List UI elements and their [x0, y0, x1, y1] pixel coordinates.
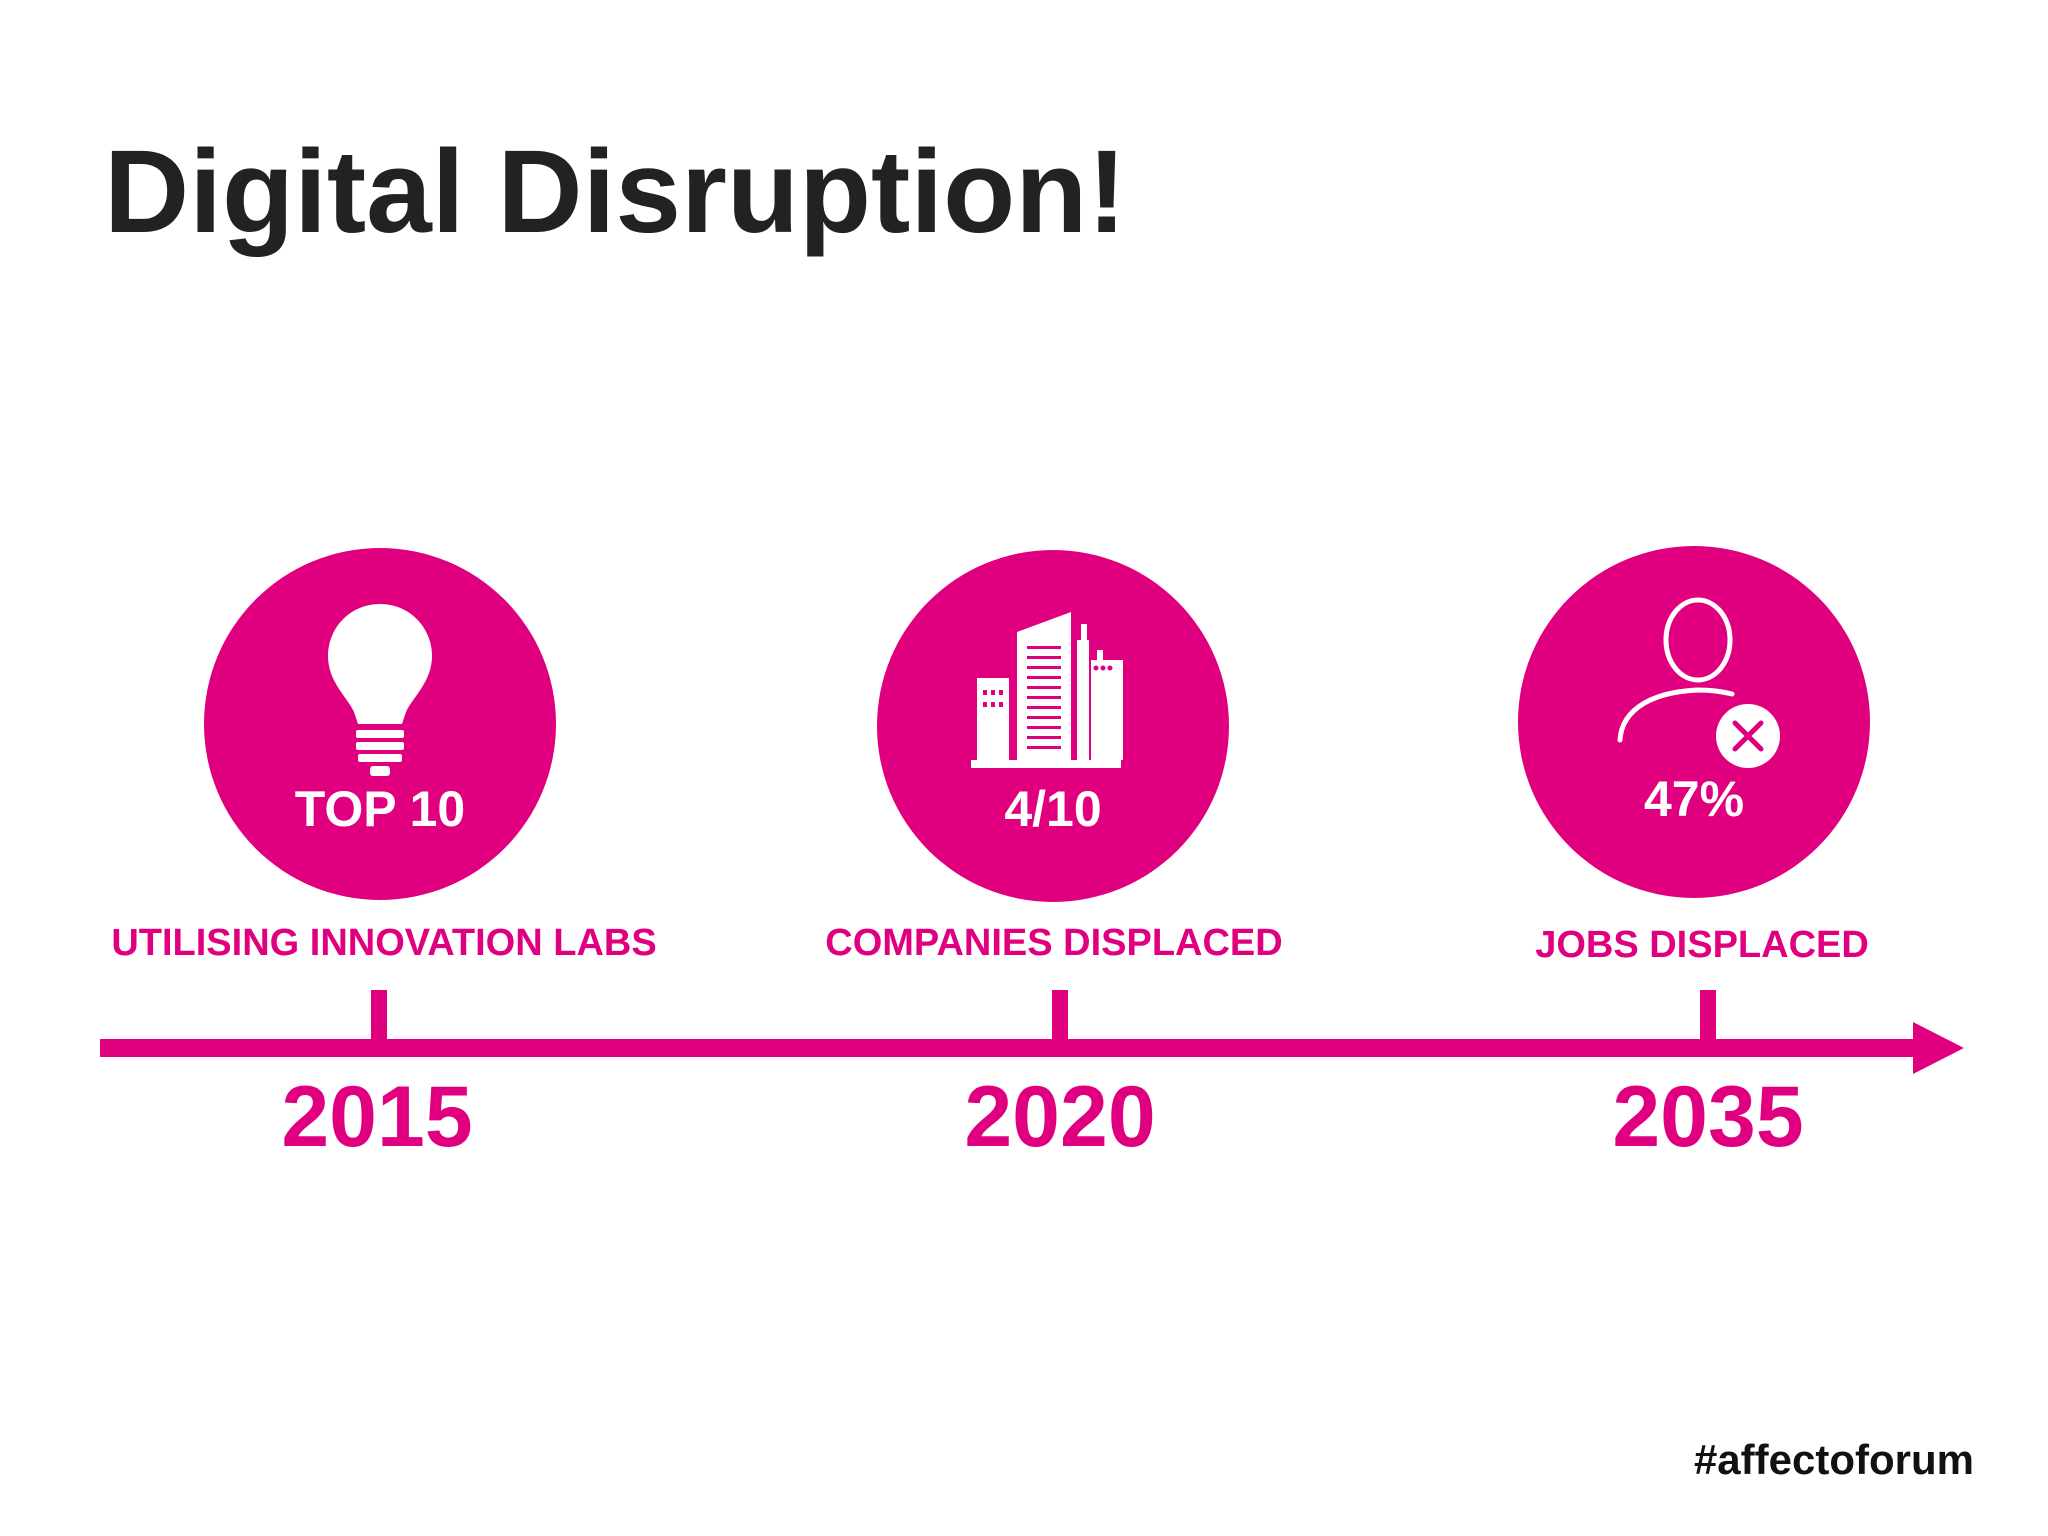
year-2035: 2035: [1612, 1069, 1804, 1165]
caption-2015: UTILISING INNOVATION LABS: [111, 922, 657, 964]
lightbulb-icon: [328, 604, 432, 776]
timeline-arrowhead: [1913, 1022, 1964, 1074]
person-remove-icon: [1617, 597, 1780, 768]
slide-title: Digital Disruption!: [104, 126, 1127, 258]
stat-value-2035: 47%: [1643, 771, 1745, 827]
caption-2035: JOBS DISPLACED: [1535, 924, 1869, 966]
stat-value-2020: 4/10: [1004, 781, 1102, 837]
timeline-tick-2020: [1052, 990, 1068, 1042]
year-2020: 2020: [964, 1069, 1156, 1165]
caption-2020: COMPANIES DISPLACED: [825, 922, 1283, 964]
milestone-circle-2015: TOP 10: [204, 548, 556, 900]
stat-value-2015: TOP 10: [294, 781, 466, 837]
milestone-circle-2020: 4/10: [877, 550, 1229, 902]
year-2015: 2015: [281, 1069, 473, 1165]
milestone-circle-2035: 47%: [1518, 546, 1870, 898]
timeline-line: [100, 1039, 1930, 1057]
timeline-tick-2015: [371, 990, 387, 1042]
buildings-icon: [971, 612, 1123, 768]
hashtag: #affectoforum: [1693, 1436, 1974, 1483]
timeline-tick-2035: [1700, 990, 1716, 1042]
